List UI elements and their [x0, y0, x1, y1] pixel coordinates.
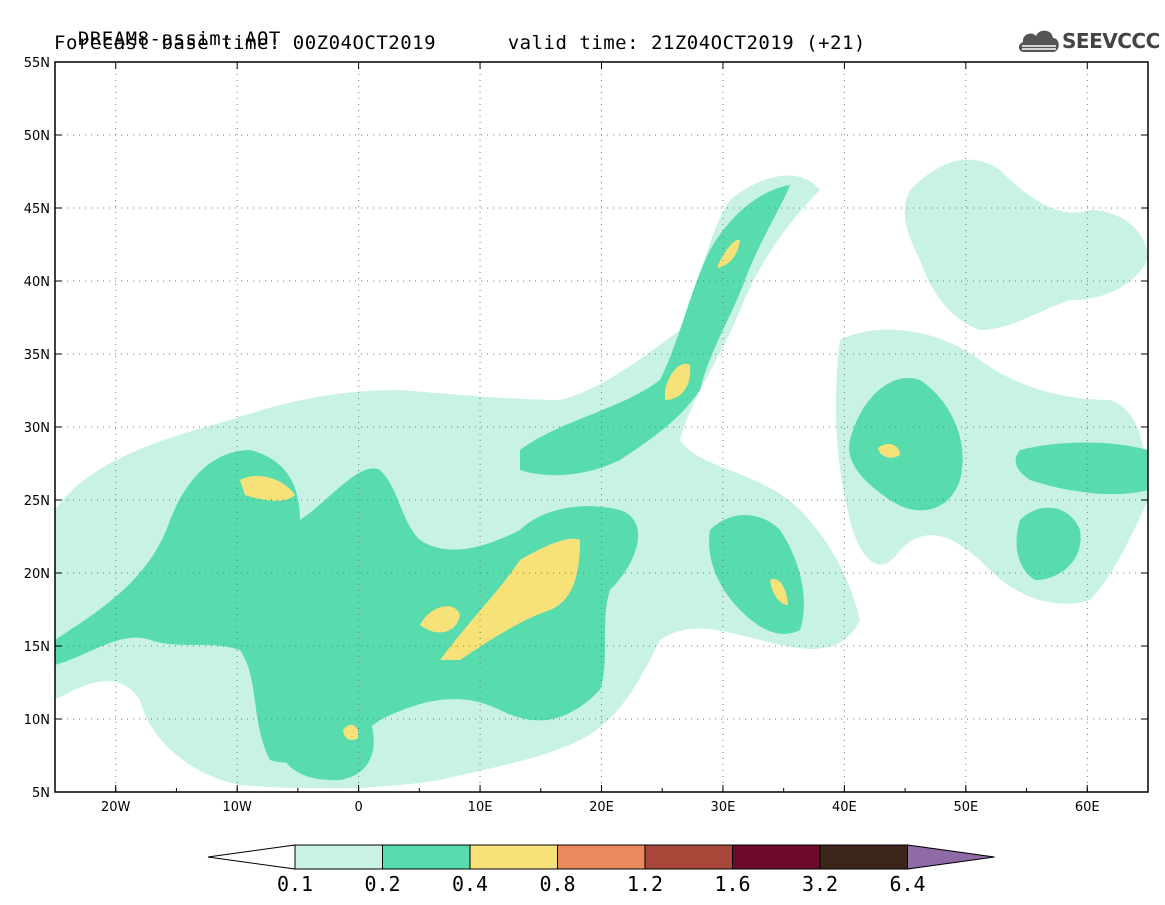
cloud-logo-icon	[1018, 30, 1059, 52]
colorbar-labels: 0.1 0.2 0.4 0.8 1.2 1.6 3.2 6.4	[277, 872, 926, 896]
colorbar-under-arrow	[207, 844, 296, 870]
aot-level-0.2-iraq	[849, 378, 963, 511]
colorbar-label: 0.8	[539, 872, 575, 896]
lon-tick-label: 30E	[711, 800, 736, 815]
colorbar-over-arrow	[907, 844, 995, 870]
map-title: DREAM8-assim: AOT	[54, 6, 281, 50]
lat-tick-label: 30N	[24, 421, 50, 436]
aot-level-0.2-oman	[1016, 507, 1081, 580]
colorbar-label: 0.4	[452, 872, 488, 896]
aot-level-0.4-mali	[420, 606, 460, 633]
product-name: DREAM8-assim: AOT	[77, 28, 281, 50]
aot-level-0.1-caspian	[904, 159, 1148, 330]
lat-tick-label: 25N	[24, 494, 50, 509]
map-ticks	[54, 61, 1149, 793]
lat-tick-label: 10N	[24, 713, 50, 728]
aot-fields	[55, 159, 1148, 789]
aot-level-0.4-sudan	[770, 579, 788, 605]
colorbar-label: 1.2	[627, 872, 663, 896]
lon-tick-label: 10E	[468, 800, 493, 815]
colorbar-label: 3.2	[802, 872, 838, 896]
lon-tick-label: 10W	[222, 800, 252, 815]
seevccc-logo: SEEVCCC	[1016, 24, 1160, 58]
colorbar-label: 0.2	[364, 872, 400, 896]
colorbar-box	[819, 844, 908, 870]
lon-tick-label: 0	[354, 800, 362, 815]
lat-tick-label: 40N	[24, 275, 50, 290]
map-gridlines	[55, 62, 1148, 792]
lon-tick-label: 20E	[589, 800, 614, 815]
aot-level-0.2-guinea	[278, 705, 374, 781]
lat-tick-label: 5N	[32, 786, 50, 801]
aot-level-0.2-libya-egypt	[520, 185, 790, 476]
lat-tick-label: 50N	[24, 129, 50, 144]
colorbar-box	[644, 844, 733, 870]
colorbar-label: 6.4	[889, 872, 925, 896]
aot-level-0.4-iraq	[878, 444, 900, 458]
colorbar-box	[294, 844, 383, 870]
aot-level-0.2-gulf	[1015, 442, 1148, 495]
colorbar-label: 0.1	[277, 872, 313, 896]
colorbar-label: 1.6	[714, 872, 750, 896]
aot-level-0.2-sudan	[709, 515, 804, 634]
lon-tick-label: 20W	[101, 800, 131, 815]
forecast-base-time: Forecast base time: 00Z04OCT2019	[54, 32, 437, 54]
colorbar-box	[557, 844, 646, 870]
lon-tick-label: 50E	[953, 800, 978, 815]
lon-tick-label: 60E	[1075, 800, 1100, 815]
lon-tick-label: 40E	[832, 800, 857, 815]
logo-text: SEEVCCC	[1062, 29, 1160, 53]
lat-tick-label: 20N	[24, 567, 50, 582]
aot-level-0.2-sahel	[55, 450, 639, 763]
colorbar-box	[469, 844, 558, 870]
lat-tick-label: 45N	[24, 202, 50, 217]
map-subtitle: Forecast base time: 00Z04OCT2019 valid t…	[54, 32, 866, 54]
lat-tick-label: 15N	[24, 640, 50, 655]
colorbar-box	[732, 844, 821, 870]
lat-tick-label: 35N	[24, 348, 50, 363]
colorbar	[207, 844, 995, 870]
aot-level-0.4-ghana	[343, 724, 359, 740]
aot-level-0.4-chad	[440, 538, 580, 660]
valid-time: valid time: 21Z04OCT2019 (+21)	[507, 32, 866, 54]
aot-level-0.4-morocco	[240, 475, 295, 501]
colorbar-box	[382, 844, 471, 870]
aot-level-0.4-egypt	[665, 363, 691, 400]
lat-tick-label: 55N	[24, 56, 50, 71]
aot-level-0.4-turkey	[718, 239, 740, 268]
map-axis-labels: 5N 10N 15N 20N 25N 30N 35N 40N 45N 50N 55N 20W 10W 0 1…	[24, 56, 1100, 815]
